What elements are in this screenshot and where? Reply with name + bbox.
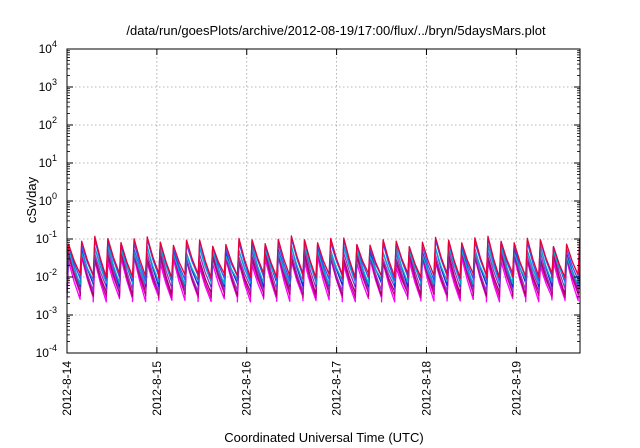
y-tick-label: 101 — [39, 153, 57, 170]
series-line-8 — [66, 235, 581, 279]
y-tick-label: 103 — [39, 77, 57, 94]
y-tick-label: 10-3 — [36, 305, 57, 322]
x-tick-label: 2012-8-17 — [330, 361, 344, 416]
y-tick-label: 10-1 — [36, 229, 57, 246]
chart-title: /data/run/goesPlots/archive/2012-08-19/1… — [126, 23, 546, 38]
x-axis: 2012-8-14 2012-8-15 2012-8-16 2012-8-17 2012… — [60, 49, 523, 416]
x-tick-label: 2012-8-15 — [150, 361, 164, 416]
x-tick-label: 2012-8-18 — [419, 361, 433, 416]
series-line-4 — [66, 247, 581, 293]
y-tick-label: 100 — [39, 191, 57, 208]
y-axis: 10-4 10-3 10-2 10-1 100 101 102 103 104 — [36, 39, 580, 360]
y-tick-label: 10-2 — [36, 267, 57, 284]
grid — [67, 49, 580, 353]
y-axis-label: cSv/day — [24, 176, 39, 223]
series-line-1 — [66, 256, 581, 303]
x-tick-label: 2012-8-19 — [509, 361, 523, 416]
x-axis-label: Coordinated Universal Time (UTC) — [224, 430, 423, 445]
x-tick-label: 2012-8-16 — [240, 361, 254, 416]
series-line-7 — [66, 237, 581, 282]
series-group — [66, 235, 581, 303]
y-tick-label: 104 — [39, 39, 57, 56]
series-line-3 — [66, 250, 581, 297]
x-tick-label: 2012-8-14 — [60, 361, 74, 416]
y-tick-label: 102 — [39, 115, 57, 132]
y-tick-label: 10-4 — [36, 343, 57, 360]
